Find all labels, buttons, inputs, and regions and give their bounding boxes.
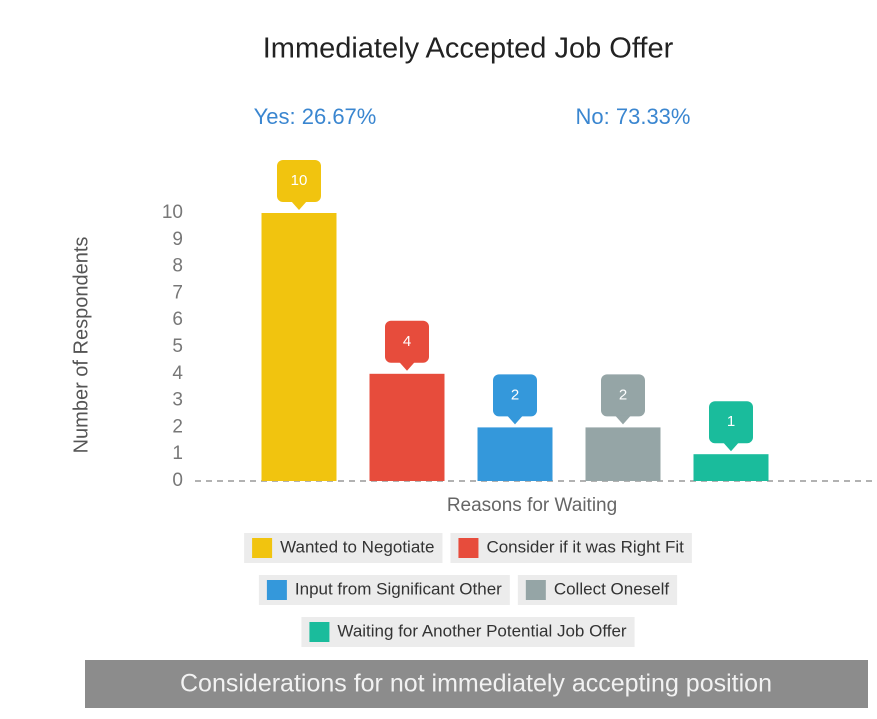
annotation: Yes: 26.67% xyxy=(254,104,377,129)
legend-bg xyxy=(258,575,510,605)
legend-label: Collect Oneself xyxy=(554,579,670,598)
legend-swatch xyxy=(266,580,287,600)
y-tick-label: 8 xyxy=(172,256,183,277)
y-tick-label: 5 xyxy=(172,336,183,357)
data-label: 10 xyxy=(291,172,308,189)
y-tick-label: 1 xyxy=(172,443,183,464)
data-label: 2 xyxy=(619,386,627,403)
annotation: No: 73.33% xyxy=(576,104,691,129)
callout xyxy=(493,374,537,417)
y-tick-label: 10 xyxy=(162,202,183,223)
legend-item: Collect Oneself xyxy=(517,575,678,605)
legend-swatch xyxy=(252,538,273,558)
legend-item: Wanted to Negotiate xyxy=(244,533,443,563)
legend-item: Waiting for Another Potential Job Offer xyxy=(301,617,635,647)
callout-pointer xyxy=(507,415,523,425)
callout xyxy=(385,320,429,363)
y-tick-label: 3 xyxy=(172,390,183,411)
x-axis-label: Reasons for Waiting xyxy=(447,495,617,516)
legend-swatch xyxy=(525,580,546,600)
y-axis-label: Number of Respondents xyxy=(70,237,92,454)
footer: Considerations for not immediately accep… xyxy=(180,670,772,698)
legend-bg xyxy=(301,617,635,647)
bar xyxy=(693,454,769,481)
y-tick-label: 9 xyxy=(172,229,183,250)
bar xyxy=(585,427,661,481)
callout-pointer xyxy=(615,415,631,425)
legend-label: Input from Significant Other xyxy=(295,579,502,598)
callout-pointer xyxy=(291,201,307,210)
y-tick-label: 4 xyxy=(172,363,183,384)
legend-label: Wanted to Negotiate xyxy=(280,537,434,556)
legend-bg xyxy=(244,533,443,563)
callout-pointer xyxy=(399,361,415,371)
legend-swatch xyxy=(458,538,479,558)
footer-bar xyxy=(85,660,868,708)
bar xyxy=(477,427,553,481)
legend-label: Consider if it was Right Fit xyxy=(486,537,684,556)
y-tick-label: 7 xyxy=(172,282,183,303)
data-label: 2 xyxy=(511,386,519,403)
data-label: 1 xyxy=(727,413,735,430)
legend-label: Waiting for Another Potential Job Offer xyxy=(337,621,626,640)
bar xyxy=(369,373,445,481)
callout xyxy=(601,374,645,417)
legend-item: Consider if it was Right Fit xyxy=(450,533,692,563)
callout xyxy=(277,160,321,202)
legend-item: Input from Significant Other xyxy=(258,575,510,605)
legend-swatch xyxy=(309,622,330,642)
callout-pointer xyxy=(723,442,739,452)
callout xyxy=(709,401,753,444)
data-label: 4 xyxy=(403,333,411,350)
y-tick-label: 2 xyxy=(172,416,183,437)
y-tick-label: 6 xyxy=(172,309,183,330)
legend-bg xyxy=(450,533,692,563)
chart-title: Immediately Accepted Job Offer xyxy=(263,33,674,65)
bar xyxy=(261,213,337,481)
y-tick-label: 0 xyxy=(172,470,183,491)
